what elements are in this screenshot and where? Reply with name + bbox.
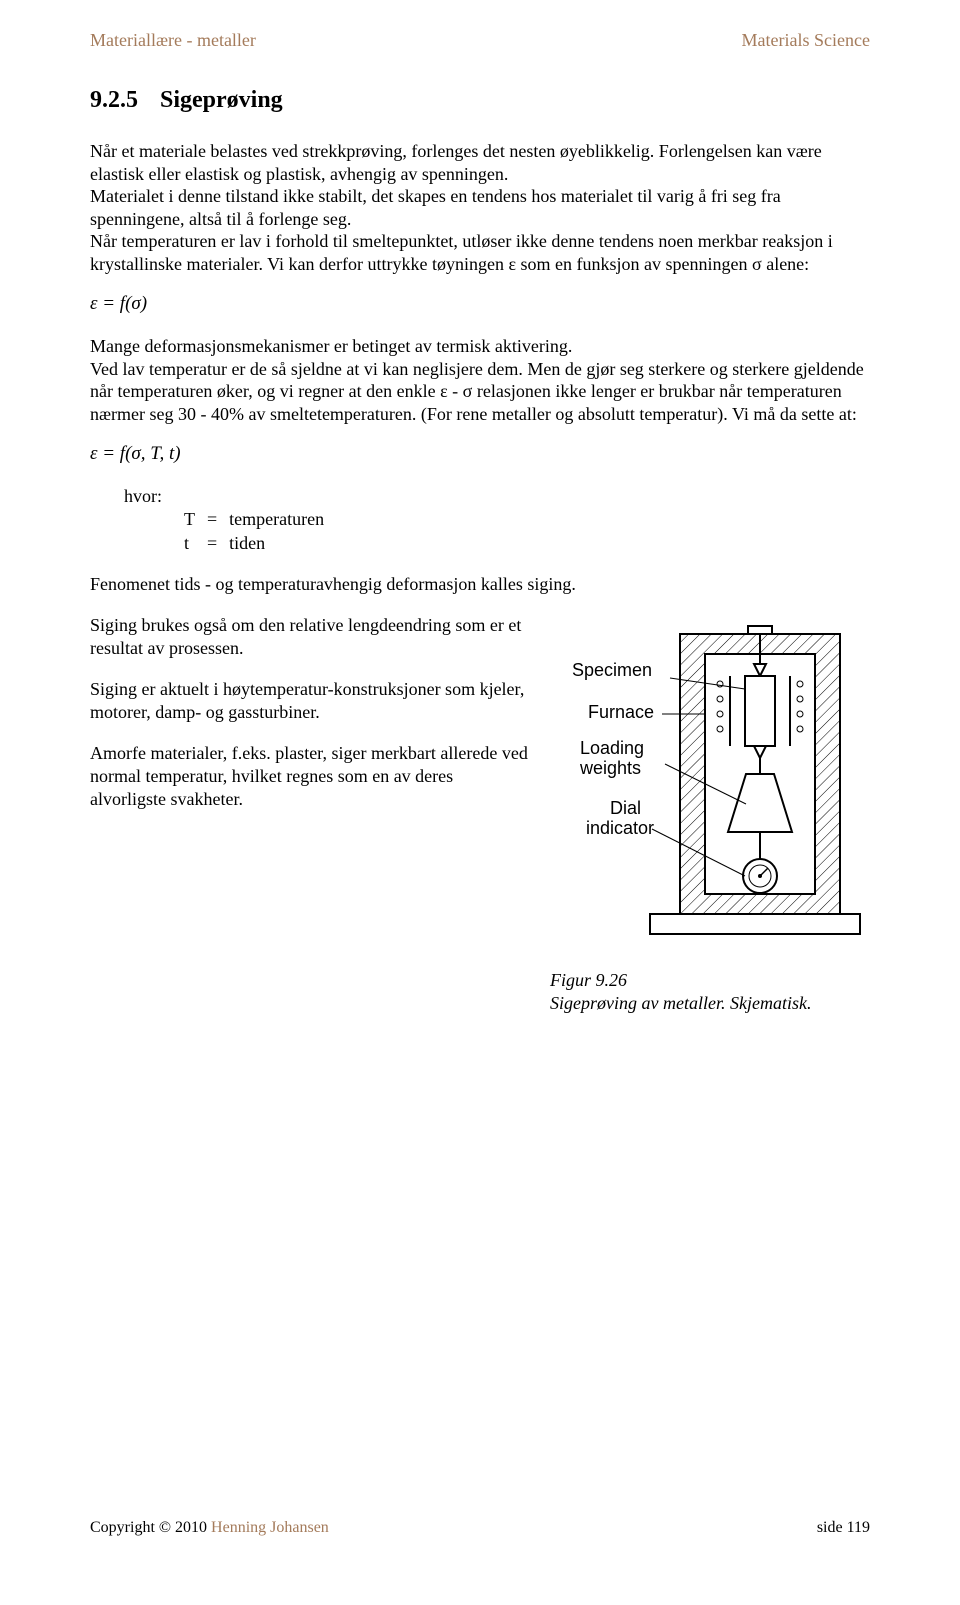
paragraph-4: Mange deformasjonsmekanismer er betinget… (90, 335, 870, 358)
figure-caption: Figur 9.26 Sigeprøving av metaller. Skje… (550, 969, 870, 1016)
section-number: 9.2.5 (90, 87, 138, 113)
footer-author: Henning Johansen (211, 1519, 329, 1536)
paragraph-7: Siging brukes også om den relative lengd… (90, 614, 530, 660)
footer-left: Copyright © 2010 Henning Johansen (90, 1519, 329, 1537)
formula-1: ε = f(σ) (90, 293, 870, 315)
footer-copyright: Copyright © 2010 (90, 1519, 211, 1536)
header-right: Materials Science (742, 30, 870, 51)
left-column: Siging brukes også om den relative lengd… (90, 614, 530, 1016)
paragraph-2: Materialet i denne tilstand ikke stabilt… (90, 185, 870, 230)
def-eq: = (201, 508, 223, 531)
diagram-label-dial: Dial indicator (586, 798, 654, 838)
formula-2: ε = f(σ, T, t) (90, 443, 870, 465)
section-title: Sigeprøving (160, 87, 283, 113)
def-symbol: T (178, 508, 201, 531)
page-header: Materiallære - metaller Materials Scienc… (90, 30, 870, 51)
footer-page: side 119 (817, 1519, 870, 1537)
header-left: Materiallære - metaller (90, 30, 256, 51)
table-row: T = temperaturen (178, 508, 330, 531)
diagram-label-furnace: Furnace (588, 702, 654, 722)
def-symbol: t (178, 532, 201, 555)
def-text: temperaturen (223, 508, 330, 531)
creep-test-diagram: Specimen Furnace Loading weights Dial in… (550, 614, 870, 954)
figure-caption-text: Sigeprøving av metaller. Skjematisk. (550, 993, 811, 1013)
table-row: t = tiden (178, 532, 330, 555)
definitions-table: T = temperaturen t = tiden (178, 508, 330, 555)
def-eq: = (201, 532, 223, 555)
two-column-region: Siging brukes også om den relative lengd… (90, 614, 870, 1016)
paragraph-1: Når et materiale belastes ved strekkprøv… (90, 140, 870, 185)
diagram-label-specimen: Specimen (572, 660, 652, 680)
where-block: hvor: T = temperaturen t = tiden (124, 485, 870, 555)
paragraph-9: Amorfe materialer, f.eks. plaster, siger… (90, 742, 530, 811)
paragraph-5: Ved lav temperatur er de så sjeldne at v… (90, 358, 870, 426)
page-footer: Copyright © 2010 Henning Johansen side 1… (90, 1519, 870, 1537)
paragraph-6: Fenomenet tids - og temperaturavhengig d… (90, 573, 870, 596)
paragraph-8: Siging er aktuelt i høytemperatur-konstr… (90, 678, 530, 724)
where-label: hvor: (124, 485, 870, 508)
def-text: tiden (223, 532, 330, 555)
figure-number: Figur 9.26 (550, 970, 627, 990)
diagram-label-loading: Loading weights (579, 738, 649, 778)
section-heading: 9.2.5 Sigeprøving (90, 87, 870, 114)
paragraph-3: Når temperaturen er lav i forhold til sm… (90, 230, 870, 275)
right-column: Specimen Furnace Loading weights Dial in… (550, 614, 870, 1016)
